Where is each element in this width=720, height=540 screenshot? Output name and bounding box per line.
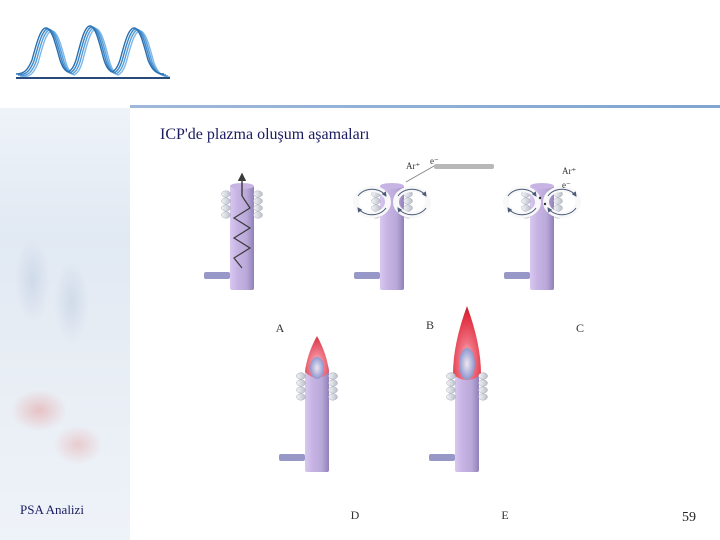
annot-B-e: e⁻	[430, 156, 439, 167]
torch-D	[279, 336, 338, 472]
torch-C	[504, 183, 578, 290]
sidebar-image-strip	[0, 108, 130, 540]
torch-B	[354, 164, 494, 290]
label-A: A	[270, 321, 290, 336]
logo	[10, 10, 180, 90]
annot-B-Ar: Ar⁺	[406, 161, 420, 172]
torch-svg	[130, 158, 690, 528]
label-D: D	[345, 508, 365, 523]
label-C: C	[570, 321, 590, 336]
slide-title: ICP'de plazma oluşum aşamaları	[160, 126, 370, 144]
annot-C-e: e⁻	[562, 180, 571, 191]
page-number: 59	[682, 510, 696, 526]
annot-C-Ar: Ar⁺	[562, 166, 576, 177]
footer-label: PSA Analizi	[20, 502, 84, 518]
torch-A	[204, 174, 263, 290]
plasma-stages-diagram: A B C D E Ar⁺ e⁻ Ar⁺ e⁻	[130, 158, 720, 510]
spectral-peaks-icon	[10, 10, 180, 90]
label-B: B	[420, 318, 440, 333]
slide-content: ICP'de plazma oluşum aşamaları	[130, 108, 720, 540]
label-E: E	[495, 508, 515, 523]
